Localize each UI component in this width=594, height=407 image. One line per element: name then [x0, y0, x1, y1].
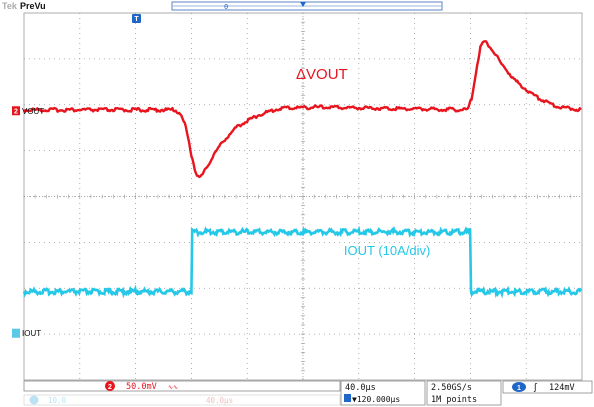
- trigger-source-number: 1: [517, 385, 521, 392]
- horizontal-position-value: ▼120.000µs: [352, 395, 400, 404]
- trace-iout: [22, 225, 583, 299]
- trigger-slope-icon: ʃ: [533, 383, 538, 393]
- trigger-marker-label: T: [134, 16, 139, 23]
- brand-label: Tek: [2, 1, 18, 11]
- annotation-delta-vout: ΔVOUT: [296, 66, 348, 83]
- trigger-box[interactable]: [502, 380, 593, 394]
- record-marker: 0: [224, 3, 228, 11]
- ch1-faded-badge: [29, 395, 39, 405]
- ch2-badge: [105, 381, 115, 391]
- channel-marker-vout-number: 2: [14, 108, 18, 115]
- status-bar: 2 50.0mV ∿∿ 10.0 40.0µs 40.0µs ▼120.000µ…: [23, 380, 593, 406]
- timebase-box[interactable]: [340, 380, 426, 406]
- annotation-iout: IOUT (10A/div): [344, 243, 430, 258]
- timebase-value: 40.0µs: [345, 383, 376, 393]
- channel-marker-vout[interactable]: 2 VOUT: [12, 106, 44, 116]
- ch2-coupling-icon: ∿∿: [168, 384, 178, 391]
- ch1-faded-timebase: 40.0µs: [206, 396, 233, 405]
- record-length-value: 1M points: [431, 395, 477, 405]
- trigger-source-badge: [512, 382, 526, 392]
- trace-vout: [22, 40, 582, 179]
- channel-marker-iout[interactable]: IOUT: [12, 328, 41, 339]
- sample-rate-value: 2.50GS/s: [431, 383, 472, 393]
- trigger-time-marker[interactable]: T: [132, 14, 141, 23]
- acquisition-box[interactable]: [426, 380, 502, 406]
- channel-marker-iout-label: IOUT: [22, 329, 41, 338]
- ch2-scale-box[interactable]: [23, 380, 341, 392]
- ch2-badge-number: 2: [108, 384, 112, 391]
- horizontal-position-icon: [344, 394, 351, 402]
- graticule: [23, 12, 583, 381]
- ch1-faded-scale: 10.0: [48, 396, 67, 405]
- trigger-level-value: 124mV: [549, 383, 575, 393]
- channel-marker-vout-label: VOUT: [22, 107, 44, 116]
- header-bar: Tek PreVu 0: [0, 0, 594, 11]
- mode-label: PreVu: [20, 1, 46, 11]
- ch1-faded-box: [23, 394, 341, 406]
- trigger-position-arrow-icon: [300, 2, 306, 7]
- ch2-scale-value: 50.0mV: [126, 382, 157, 392]
